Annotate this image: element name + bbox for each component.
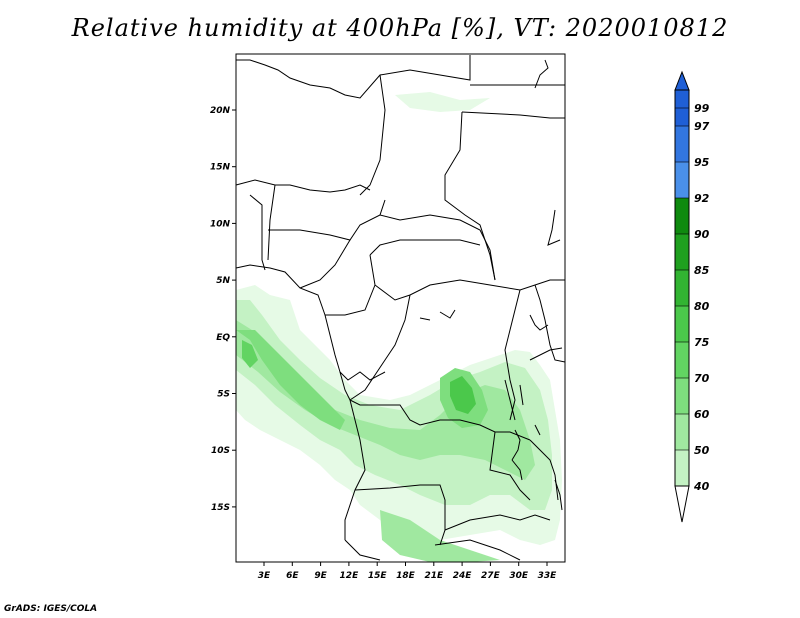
lake-mweru <box>511 459 523 481</box>
border-zambia-zim <box>444 514 551 531</box>
lake-tanganyika <box>511 424 541 461</box>
colorbar-segment <box>675 306 689 342</box>
river-congo <box>419 309 456 321</box>
x-tick-label: 18E <box>396 571 416 581</box>
border-north <box>236 55 471 99</box>
coastline-west <box>235 264 351 401</box>
colorbar-label: 70 <box>694 372 710 385</box>
border-car-south <box>369 254 565 301</box>
colorbar-segment <box>675 270 689 306</box>
lake-victoria <box>529 314 549 331</box>
colorbar-label: 80 <box>694 300 710 313</box>
y-tick-label: 10N <box>210 219 231 229</box>
x-tick-label: 3E <box>258 571 271 581</box>
colorbar-segment <box>675 378 689 414</box>
y-tick-label: 10S <box>211 446 230 456</box>
humidity-fill-soft <box>236 320 535 480</box>
colorbar-segment <box>675 342 689 378</box>
border-tanzania-north <box>529 347 563 361</box>
colorbar-segment <box>675 234 689 270</box>
map-frame <box>235 53 566 563</box>
lake-malawi <box>554 479 563 511</box>
border-drc-angola <box>349 399 531 441</box>
coastline-congo-mouth <box>339 371 386 381</box>
border-libya-sudan <box>461 111 565 119</box>
colorbar-label: 85 <box>694 264 710 277</box>
border-zambia <box>489 431 531 501</box>
colorbar-label: 50 <box>694 444 710 457</box>
border-congo <box>349 294 411 401</box>
colorbar-top-arrow <box>674 70 690 91</box>
colorbar-segment <box>675 162 689 198</box>
y-tick-label: 5S <box>217 390 230 400</box>
colorbar-segment <box>675 450 689 486</box>
colorbar-label: 60 <box>694 408 710 421</box>
colorbar-label: 92 <box>694 192 710 205</box>
border-angola-west <box>344 399 366 540</box>
border-sahel <box>235 179 371 193</box>
border-car <box>369 239 481 256</box>
border-drc-east <box>504 289 521 421</box>
border-nigeria <box>268 199 386 241</box>
border-uganda-kenya <box>534 284 566 363</box>
coastline-red-sea <box>534 59 549 89</box>
border-togo <box>249 194 266 271</box>
y-tick-label: EQ <box>216 333 230 343</box>
x-tick-label: 30E <box>509 571 529 581</box>
map-title: Relative humidity at 400hPa [%], VT: 202… <box>71 14 729 42</box>
border-cameroon-gabon <box>325 284 376 316</box>
x-tick-label: 24E <box>453 571 473 581</box>
colorbar-label: 97 <box>694 120 710 133</box>
colorbar-label: 40 <box>693 480 710 493</box>
colorbar-label: 75 <box>694 336 710 349</box>
humidity-fill-dark-west <box>242 340 258 368</box>
colorbar-segment <box>675 414 689 450</box>
country-borders <box>235 55 566 561</box>
border-botswana <box>434 539 521 561</box>
colorbar-legend: 99 97 95 92 90 85 80 75 70 60 50 40 <box>674 70 710 523</box>
border-benin <box>267 184 276 261</box>
y-tick-label: 20N <box>210 106 231 116</box>
y-tick-label: 15S <box>211 503 230 513</box>
grads-credit: GrADS: IGES/COLA <box>4 604 98 614</box>
border-car-north <box>379 214 496 281</box>
colorbar-label: 99 <box>694 102 710 115</box>
border-namibia <box>344 539 381 561</box>
y-axis: 20N 15N 10N 5N EQ 5S 10S 15S <box>210 106 236 513</box>
x-tick-label: 15E <box>368 571 388 581</box>
x-tick-label: 21E <box>424 571 444 581</box>
border-chad-sudan <box>444 111 496 281</box>
colorbar-bottom-arrow <box>674 485 690 523</box>
x-tick-label: 12E <box>340 571 360 581</box>
humidity-fill-mid-west <box>236 330 345 430</box>
colorbar-segment <box>675 198 689 234</box>
x-tick-label: 27E <box>481 571 501 581</box>
y-tick-label: 15N <box>210 163 231 173</box>
x-tick-label: 33E <box>538 571 558 581</box>
colorbar-segment <box>675 126 689 162</box>
border-nigeria-cameroon <box>299 239 351 289</box>
x-tick-label: 9E <box>314 571 327 581</box>
x-axis: 3E 6E 9E 12E 15E 18E 21E 24E 27E 30E 33E <box>258 562 557 581</box>
y-tick-label: 5N <box>216 276 230 286</box>
colorbar-label: 95 <box>694 156 710 169</box>
humidity-fill-dark-core <box>450 376 476 414</box>
colorbar-label: 90 <box>694 228 710 241</box>
humidity-fill-layer <box>236 92 562 562</box>
coastline-horn <box>547 209 561 246</box>
humidity-fill-north <box>395 92 490 112</box>
lake-kivu <box>504 379 524 421</box>
x-tick-label: 6E <box>286 571 299 581</box>
humidity-fill-south <box>380 510 500 562</box>
